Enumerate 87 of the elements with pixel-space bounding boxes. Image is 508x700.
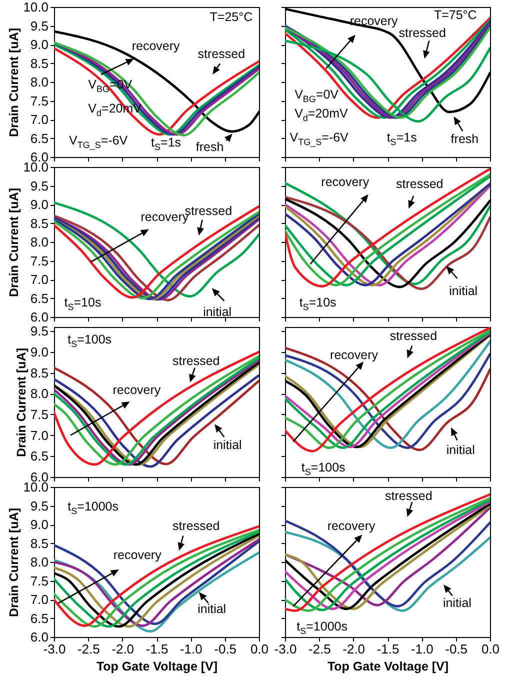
annotation: stressed: [385, 489, 432, 504]
annotation: recovery: [330, 348, 378, 362]
annotation: V$_{d}$=20mV: [294, 106, 348, 122]
y-tick-label: 7.0: [30, 272, 48, 287]
x-tick-label: -2.0: [112, 642, 134, 656]
y-tick-label: 9.5: [30, 498, 48, 514]
x-tick-label: 0.0: [250, 642, 269, 656]
x-tick-label: -1.0: [180, 642, 202, 656]
x-tick-label: -1.0: [410, 642, 434, 656]
y-tick-label: 8.0: [30, 234, 48, 250]
y-tick-label: 7.5: [30, 253, 48, 268]
y-tick-label: 6.0: [30, 310, 48, 324]
annotation: initial: [442, 596, 472, 610]
annotation: stressed: [396, 177, 444, 191]
annotation: recovery: [112, 382, 161, 396]
annotation: V$_{BG}$=0V: [294, 86, 339, 104]
annotation: stressed: [172, 519, 220, 534]
annotation: V$_{TG_S}$=-6V: [290, 130, 348, 146]
annotation: T=25°C: [210, 10, 253, 24]
y-tick-label: 8.0: [30, 386, 48, 402]
y-tick-label: 7.5: [30, 93, 48, 108]
annotation: t$_{S}$=1000s: [296, 618, 348, 636]
x-tick-label: -3.0: [43, 642, 66, 656]
annotation: V$_{TG_S}$=-6V: [69, 132, 128, 150]
annotation: initial: [198, 602, 226, 616]
annotation: t$_{S}$=10s: [299, 295, 336, 312]
y-tick-label: 8.5: [30, 536, 48, 551]
y-axis-title: Drain Current [uA]: [7, 28, 22, 138]
y-axis-title: Drain Current [uA]: [14, 348, 28, 458]
annotation: recovery: [113, 547, 162, 562]
y-tick-label: 9.5: [30, 178, 48, 194]
y-tick-label: 9.5: [30, 18, 48, 34]
x-tick-label: -2.0: [342, 642, 366, 656]
x-tick-label: -1.5: [376, 642, 400, 656]
annotation: t$_{S}$=1s: [386, 130, 417, 146]
y-tick-label: 7.0: [30, 592, 48, 607]
y-tick-label: 7.0: [30, 428, 48, 443]
y-tick-label: 6.5: [30, 130, 48, 146]
annotation: recovery: [321, 174, 370, 189]
y-tick-label: 8.5: [30, 56, 48, 71]
y-tick-label: 8.5: [30, 216, 48, 231]
x-axis-title: Top Gate Voltage [V]: [96, 660, 218, 674]
y-tick-label: 6.5: [30, 448, 48, 464]
x-tick-label: 0.0: [481, 642, 500, 656]
annotation: V$_{BG}$=0V: [88, 77, 132, 94]
annotation: stressed: [398, 26, 446, 40]
annotation: stressed: [390, 328, 438, 343]
annotation: initial: [446, 442, 475, 457]
annotation: fresh: [196, 139, 224, 154]
annotation: t$_{S}$=1000s: [68, 498, 119, 516]
y-tick-label: 8.5: [30, 365, 48, 380]
x-tick-label: -2.5: [308, 642, 331, 656]
y-tick-label: 9.0: [30, 517, 48, 532]
annotation: t$_{S}$=1s: [151, 135, 182, 152]
y-tick-label: 8.0: [30, 554, 48, 570]
y-tick-label: 7.0: [30, 112, 48, 127]
annotation: t$_{S}$=100s: [301, 460, 346, 476]
y-tick-label: 7.5: [30, 573, 48, 588]
annotation: stressed: [198, 46, 246, 61]
annotation: stressed: [172, 354, 220, 368]
annotation: t$_{S}$=10s: [64, 295, 102, 312]
y-tick-label: 6.5: [30, 290, 48, 306]
y-tick-label: 9.0: [30, 37, 48, 52]
annotation: initial: [203, 304, 232, 318]
y-tick-label: 8.0: [30, 74, 48, 90]
annotation: fresh: [450, 131, 479, 146]
x-tick-label: -1.5: [146, 642, 168, 656]
annotation: T=75°C: [434, 8, 477, 22]
annotation: recovery: [327, 519, 376, 534]
x-tick-label: -3.0: [274, 642, 297, 656]
y-tick-label: 9.5: [30, 324, 48, 339]
y-axis-title: Drain Current [uA]: [7, 508, 22, 618]
y-tick-label: 7.5: [30, 407, 48, 422]
y-axis-title: Drain Current [uA]: [7, 188, 22, 298]
y-tick-label: 9.0: [30, 344, 48, 360]
y-tick-label: 6.0: [30, 630, 48, 644]
x-tick-label: -2.5: [77, 642, 100, 656]
x-axis-title: Top Gate Voltage [V]: [327, 660, 449, 674]
y-tick-label: 10.0: [23, 0, 48, 14]
annotation: recovery: [132, 38, 180, 52]
annotation: initial: [449, 284, 478, 298]
x-tick-label: -0.5: [445, 642, 468, 656]
annotation: t$_{S}$=100s: [68, 332, 112, 348]
y-tick-label: 6.5: [30, 610, 48, 626]
x-tick-label: -0.5: [214, 642, 237, 656]
y-tick-label: 9.0: [30, 197, 48, 212]
annotation: initial: [213, 438, 242, 452]
